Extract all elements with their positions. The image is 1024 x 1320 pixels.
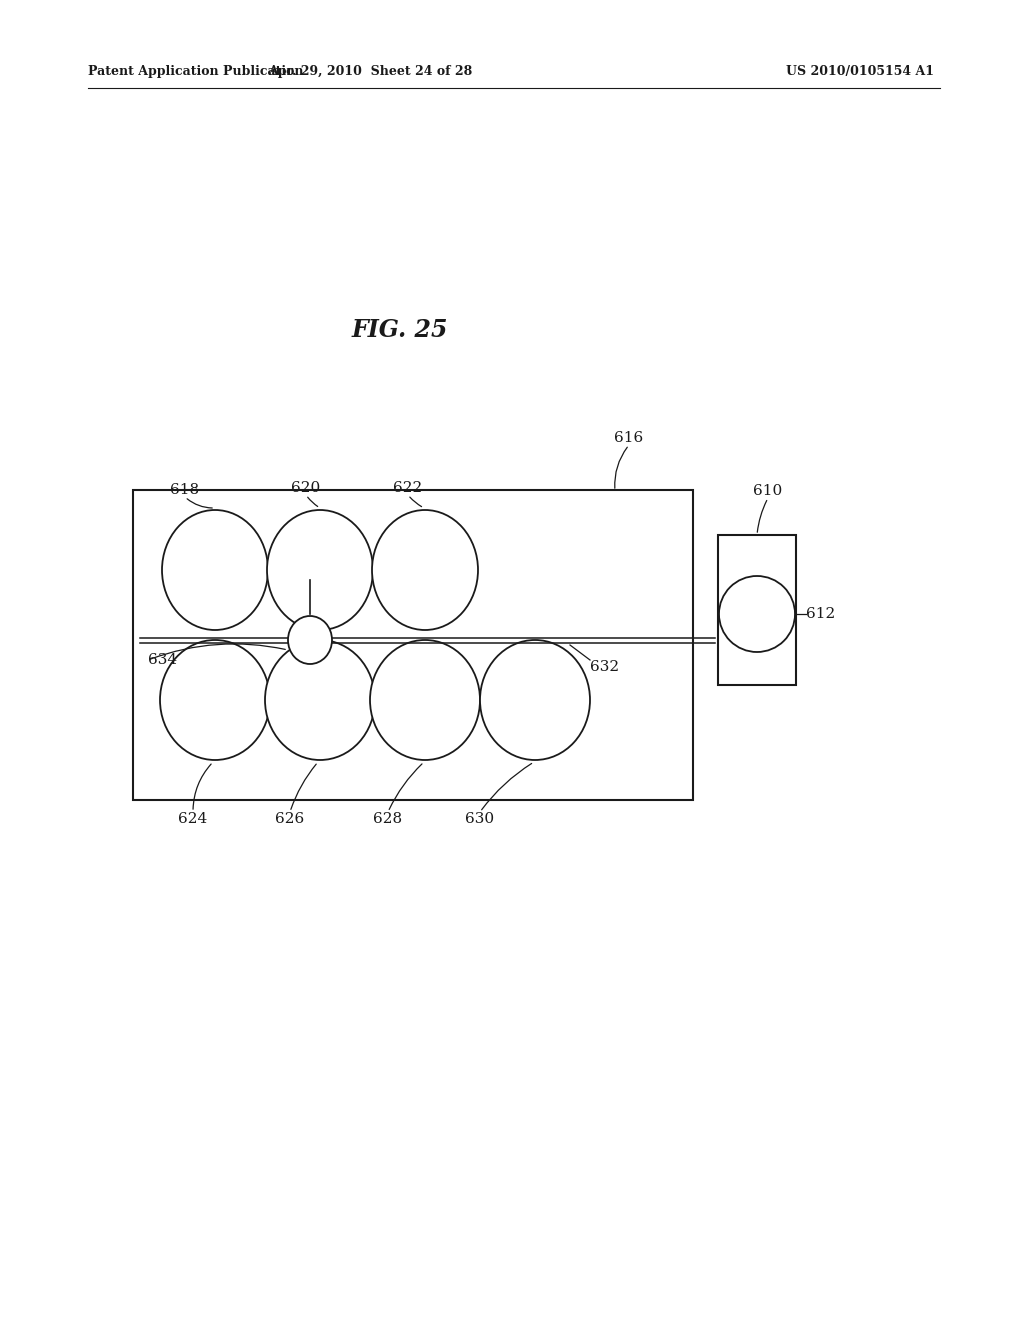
Text: 628: 628 [374,812,402,826]
Ellipse shape [480,640,590,760]
Text: 634: 634 [148,653,177,667]
Text: 618: 618 [170,483,200,498]
Ellipse shape [162,510,268,630]
Text: 610: 610 [754,484,782,498]
Text: 624: 624 [178,812,208,826]
Ellipse shape [160,640,270,760]
Text: Patent Application Publication: Patent Application Publication [88,66,303,78]
Text: 620: 620 [292,480,321,495]
Bar [133,490,693,800]
Ellipse shape [372,510,478,630]
Text: 630: 630 [466,812,495,826]
Text: 632: 632 [590,660,620,675]
Ellipse shape [370,640,480,760]
Text: 622: 622 [393,480,423,495]
Text: FIG. 25: FIG. 25 [352,318,449,342]
Text: 626: 626 [275,812,304,826]
Text: US 2010/0105154 A1: US 2010/0105154 A1 [786,66,934,78]
Text: Apr. 29, 2010  Sheet 24 of 28: Apr. 29, 2010 Sheet 24 of 28 [268,66,472,78]
Ellipse shape [267,510,373,630]
Ellipse shape [265,640,375,760]
Ellipse shape [288,616,332,664]
Bar [718,535,796,685]
Ellipse shape [719,576,795,652]
Text: 616: 616 [614,432,644,445]
Text: 612: 612 [806,607,836,620]
